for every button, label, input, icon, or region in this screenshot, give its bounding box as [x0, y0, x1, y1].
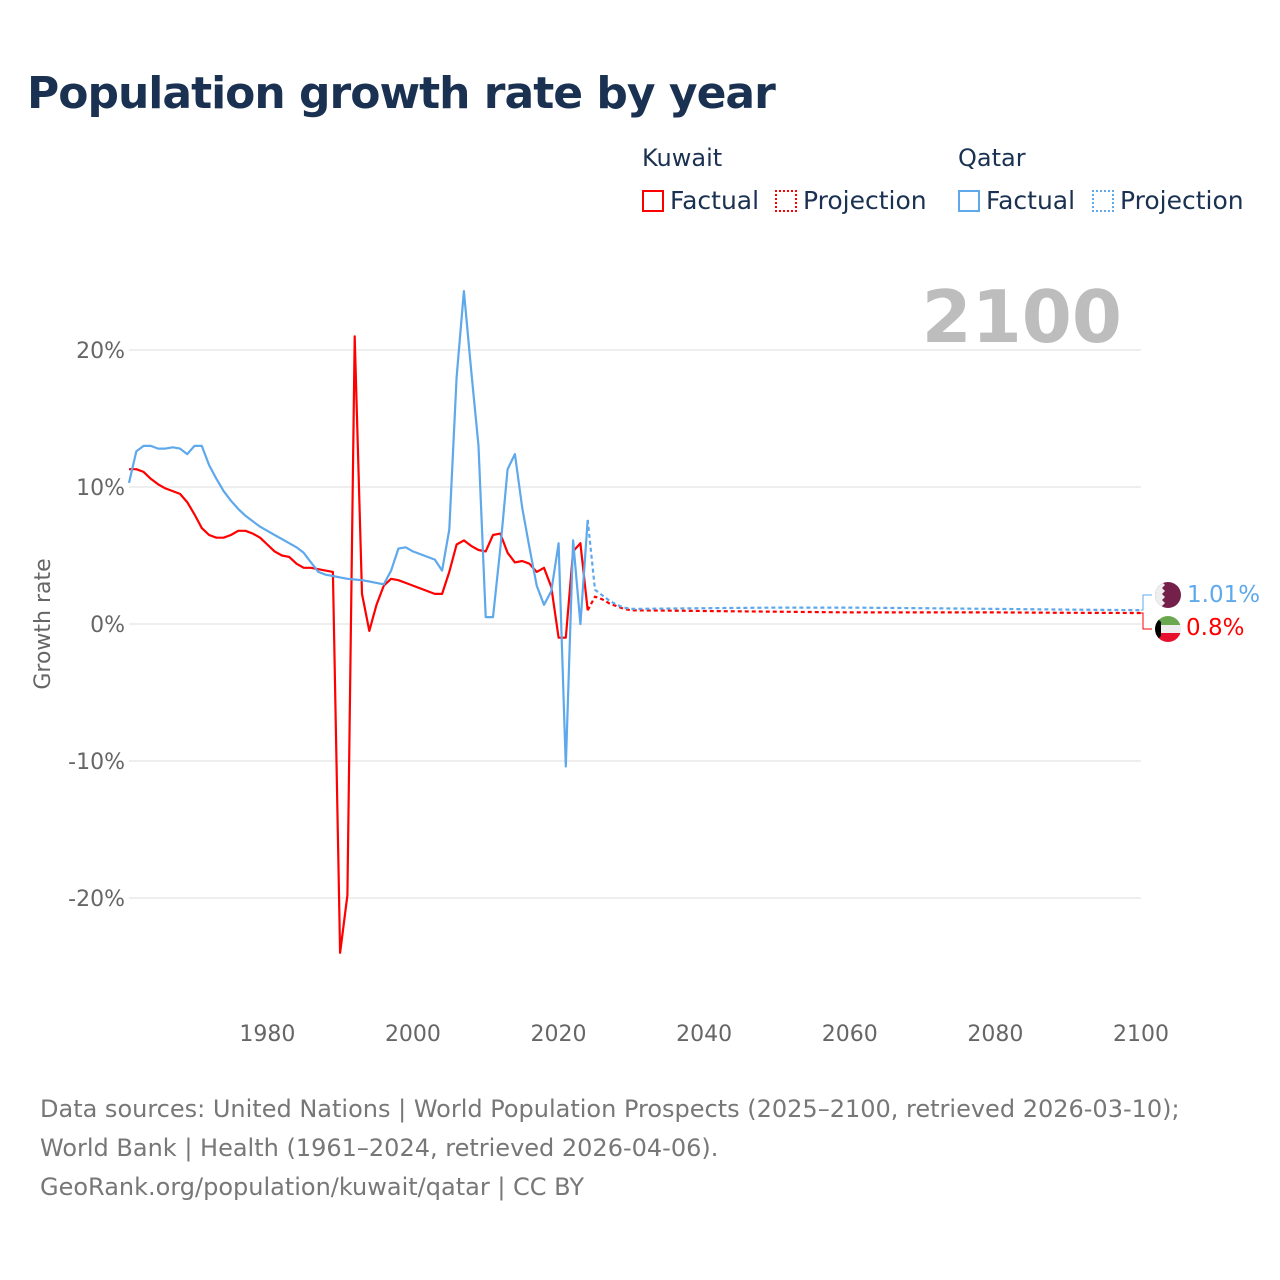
y-tick-label: -10% — [68, 750, 125, 775]
legend-label: Projection — [1120, 186, 1244, 215]
qatar-flag-icon — [1155, 582, 1181, 608]
x-tick-label: 2020 — [531, 1022, 587, 1047]
legend-qatar-factual[interactable]: Factual — [958, 186, 1075, 215]
y-tick-label: -20% — [68, 887, 125, 912]
legend-swatch — [958, 189, 980, 212]
legend-swatch — [1092, 189, 1114, 212]
line-chart: 20% 10% 0% -10% -20% 1980 2000 2020 2040 2060 2080… — [31, 275, 1260, 1047]
footer: Data sources: United Nations | World Pop… — [40, 1090, 1240, 1207]
x-tick-label: 2080 — [967, 1022, 1023, 1047]
data-sources: Data sources: United Nations | World Pop… — [40, 1095, 1180, 1162]
qatar-connector — [1141, 594, 1152, 611]
legend-swatch — [775, 189, 797, 212]
kuwait-projection-line — [586, 595, 1142, 615]
kuwait-factual-line — [129, 335, 589, 954]
year-watermark: 2100 — [922, 275, 1122, 359]
x-tick-label: 2040 — [676, 1022, 732, 1047]
chart-title: Population growth rate by year — [27, 68, 776, 119]
qatar-projection-line — [586, 519, 1142, 612]
legend-label: Factual — [986, 186, 1076, 215]
y-tick-label: 20% — [76, 339, 125, 364]
kuwait-flag-icon — [1155, 616, 1181, 642]
x-tick-label: 2060 — [822, 1022, 878, 1047]
y-axis-label: Growth rate — [31, 558, 56, 689]
y-tick-label: 0% — [90, 613, 125, 638]
y-tick-label: 10% — [76, 476, 125, 501]
kuwait-connector — [1141, 612, 1152, 630]
x-tick-label: 1980 — [239, 1022, 295, 1047]
legend-qatar-projection[interactable]: Projection — [1092, 186, 1244, 215]
legend-group-qatar: Qatar — [958, 144, 1026, 172]
x-tick-label: 2000 — [385, 1022, 441, 1047]
legend-kuwait-projection[interactable]: Projection — [775, 186, 927, 215]
legend-label: Projection — [803, 186, 927, 215]
legend-swatch — [642, 189, 664, 212]
kuwait-end-label: 0.8% — [1186, 615, 1244, 641]
legend-label: Factual — [670, 186, 760, 215]
qatar-factual-line — [127, 290, 589, 768]
x-tick-label: 2100 — [1113, 1022, 1169, 1047]
qatar-end-label: 1.01% — [1187, 582, 1260, 608]
legend-kuwait-factual[interactable]: Factual — [642, 186, 759, 215]
source-link[interactable]: GeoRank.org/population/kuwait/qatar | CC… — [40, 1173, 584, 1201]
legend-group-kuwait: Kuwait — [642, 144, 723, 172]
